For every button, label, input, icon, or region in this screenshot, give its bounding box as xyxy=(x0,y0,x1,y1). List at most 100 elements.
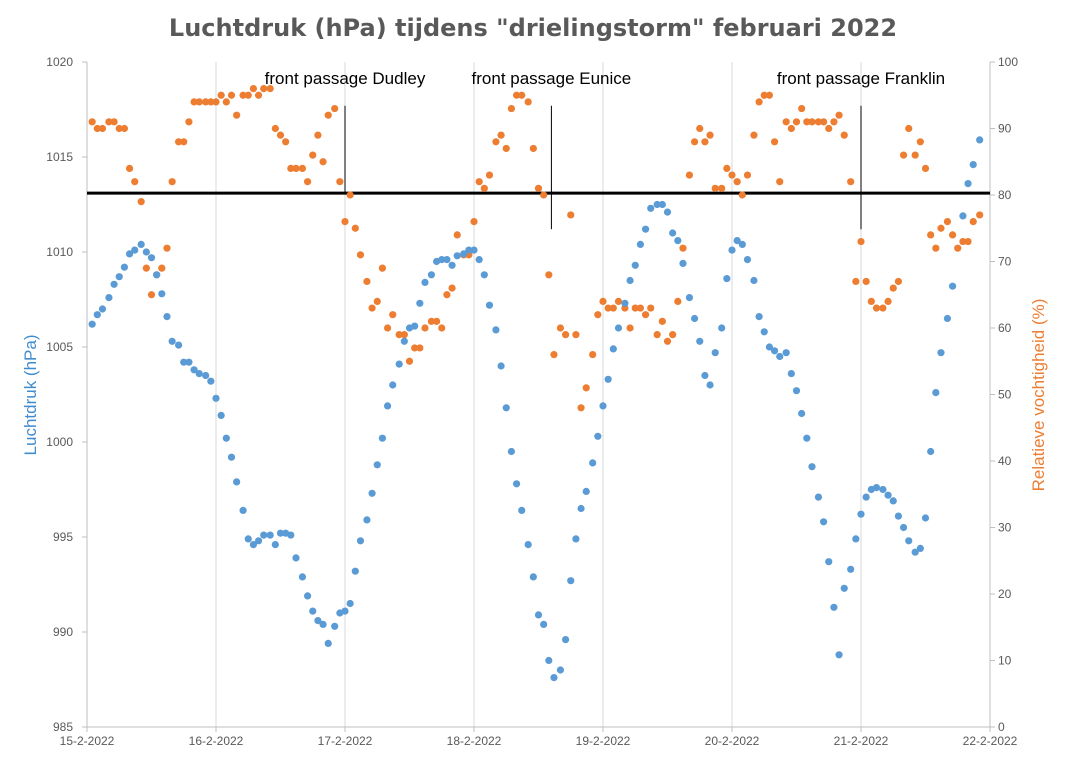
pressure-point xyxy=(631,261,639,269)
x-tick-label: 16-2-2022 xyxy=(189,734,244,748)
humidity-point xyxy=(647,304,655,312)
humidity-point xyxy=(884,297,892,305)
humidity-point xyxy=(314,131,322,139)
y-left-tick-label: 1005 xyxy=(46,340,73,354)
humidity-point xyxy=(142,264,150,272)
humidity-point xyxy=(787,124,795,133)
humidity-point xyxy=(572,331,580,339)
pressure-point xyxy=(787,370,795,378)
pressure-point xyxy=(862,493,870,501)
humidity-point xyxy=(432,317,441,325)
humidity-point xyxy=(282,138,290,146)
humidity-point xyxy=(405,357,414,365)
pressure-point xyxy=(180,358,188,366)
humidity-point xyxy=(862,277,870,286)
pressure-point xyxy=(475,256,483,264)
humidity-point xyxy=(443,291,451,299)
pressure-point xyxy=(594,432,602,440)
humidity-point xyxy=(421,324,429,332)
humidity-point xyxy=(718,184,726,192)
humidity-point xyxy=(696,124,704,133)
y-axis-label-right: Relatieve vochtigheid (%) xyxy=(1029,299,1048,492)
humidity-point xyxy=(137,198,145,206)
pressure-point xyxy=(427,271,436,279)
humidity-point xyxy=(556,324,565,332)
pressure-point xyxy=(233,478,241,486)
humidity-point xyxy=(180,138,188,146)
humidity-point xyxy=(448,284,456,292)
pressure-point xyxy=(298,573,307,581)
humidity-point xyxy=(658,317,666,325)
pressure-point xyxy=(932,389,940,397)
humidity-point xyxy=(954,244,962,252)
pressure-point xyxy=(174,341,183,349)
humidity-point xyxy=(212,98,220,106)
axes-layer xyxy=(82,61,995,732)
pressure-point xyxy=(524,541,532,549)
humidity-point xyxy=(916,138,924,146)
humidity-point xyxy=(266,85,274,93)
humidity-point xyxy=(98,124,107,133)
y-right-tick-label: 10 xyxy=(998,654,1012,668)
humidity-point xyxy=(105,118,113,126)
pressure-point xyxy=(502,404,510,412)
pressure-point xyxy=(641,225,650,233)
humidity-point xyxy=(534,184,543,192)
y-right-tick-label: 50 xyxy=(998,388,1012,402)
pressure-point xyxy=(577,504,585,513)
humidity-point xyxy=(857,237,865,246)
humidity-point xyxy=(507,104,516,113)
pressure-point xyxy=(879,485,887,494)
pressure-point xyxy=(416,299,424,307)
humidity-point xyxy=(792,118,801,126)
y-left-tick-label: 1015 xyxy=(46,150,73,164)
pressure-point xyxy=(168,337,176,345)
humidity-point xyxy=(416,344,424,352)
pressure-point xyxy=(222,434,230,442)
humidity-point xyxy=(814,118,823,126)
pressure-point xyxy=(776,352,784,361)
pressure-point xyxy=(959,212,967,220)
pressure-point xyxy=(389,381,397,389)
humidity-point xyxy=(115,124,123,133)
humidity-point xyxy=(383,324,392,332)
pressure-point xyxy=(421,278,429,286)
annotation-layer: front passage Dudley front passage Eunice… xyxy=(265,69,945,230)
pressure-point xyxy=(202,371,210,380)
humidity-point xyxy=(363,277,371,286)
humidity-point xyxy=(609,304,617,312)
pressure-point xyxy=(249,541,258,549)
humidity-point xyxy=(728,171,736,179)
pressure-point xyxy=(271,541,279,549)
humidity-point xyxy=(889,284,897,292)
pressure-point xyxy=(507,447,516,456)
humidity-point xyxy=(131,178,139,186)
pressure-point xyxy=(395,360,403,368)
humidity-point xyxy=(336,178,344,186)
pressure-point xyxy=(872,484,881,492)
y-right-tick-label: 90 xyxy=(998,122,1012,136)
pressure-point xyxy=(899,523,908,532)
humidity-point xyxy=(475,178,483,186)
humidity-point xyxy=(356,251,365,259)
pressure-point xyxy=(937,349,945,357)
pressure-point xyxy=(346,599,354,608)
humidity-point xyxy=(927,231,935,239)
pressure-point xyxy=(830,603,838,611)
humidity-point xyxy=(497,131,505,139)
humidity-point xyxy=(867,297,875,305)
pressure-point xyxy=(669,229,677,237)
humidity-point xyxy=(653,331,661,339)
pressure-point xyxy=(485,301,494,309)
humidity-point xyxy=(168,178,176,186)
pressure-point xyxy=(190,366,198,374)
y-right-tick-label: 60 xyxy=(998,321,1012,335)
humidity-point xyxy=(594,311,602,319)
pressure-point xyxy=(331,622,339,630)
pressure-point xyxy=(567,577,575,585)
pressure-point xyxy=(561,636,570,644)
pressure-point xyxy=(411,322,419,330)
humidity-point xyxy=(545,271,553,279)
